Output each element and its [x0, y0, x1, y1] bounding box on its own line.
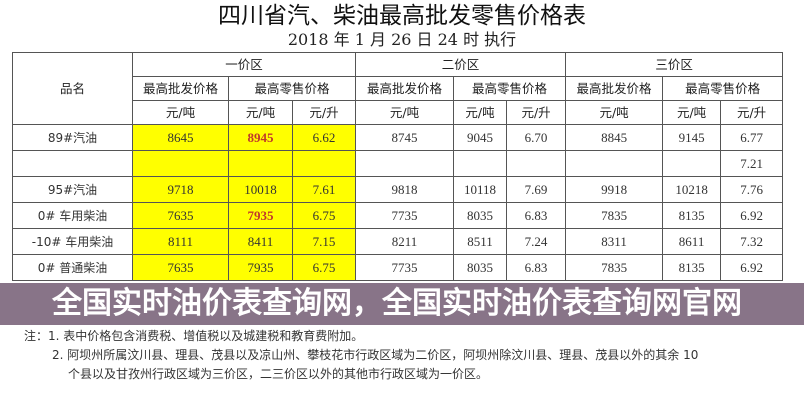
price-cell: [132, 150, 229, 177]
price-cell: 9718: [132, 176, 229, 203]
table-row: -10# 车用柴油 8111 8411 7.15 8211 8511 7.24 8311 861…: [12, 228, 784, 255]
unit-ton: 元/吨: [132, 100, 229, 125]
product-name: 89#汽油: [12, 124, 133, 151]
table-row: 0# 普通柴油 7635 7935 6.75 7735 8035 6.83 7835 8135 6…: [12, 254, 784, 281]
unit-ton: 元/吨: [355, 100, 455, 125]
product-name: -10# 车用柴油: [12, 228, 133, 255]
price-cell: 6.83: [506, 202, 567, 229]
price-cell: 8645: [132, 124, 229, 151]
price-cell: 8111: [132, 228, 229, 255]
price-cell: 7735: [355, 254, 455, 281]
price-cell: [453, 150, 508, 177]
unit-ton: 元/吨: [228, 100, 293, 125]
price-cell: 8311: [565, 228, 664, 255]
table-row: 89#汽油 8645 8945 6.62 8745 9045 6.70 8845 9145 6.7…: [12, 124, 784, 151]
note-2: 2. 阿坝州所属汶川县、理县、茂县以及凉山州、攀枝花市行政区域为二价区，阿坝州除…: [52, 348, 699, 362]
banner-text: 全国实时油价表查询网，全国实时油价表查询网官网: [52, 286, 742, 321]
price-cell: 8945: [228, 124, 293, 151]
price-cell: 8611: [662, 228, 722, 255]
header-zone-3: 三价区: [565, 52, 784, 77]
table-row: 7.21: [12, 150, 784, 177]
price-cell: 10018: [228, 176, 293, 203]
notes: 注：1. 表中价格包含消费税、增值税以及城建税和教育费附加。 2. 阿坝州所属汶…: [24, 327, 698, 384]
price-cell: 8411: [228, 228, 293, 255]
header-zone-1: 一价区: [131, 52, 357, 77]
price-cell: 7635: [132, 202, 229, 229]
price-cell: [228, 150, 293, 177]
unit-ton: 元/吨: [565, 100, 664, 125]
unit-liter: 元/升: [291, 100, 357, 125]
header-zone-2: 二价区: [355, 52, 567, 77]
price-cell: 10118: [453, 176, 508, 203]
price-cell: [355, 150, 455, 177]
document-title: 四川省汽、柴油最高批发零售价格表: [218, 3, 586, 29]
price-cell: 6.75: [291, 202, 357, 229]
overlay-banner: 全国实时油价表查询网，全国实时油价表查询网官网: [0, 283, 804, 325]
price-cell: 8745: [355, 124, 455, 151]
table-row: 0# 车用柴油 7635 7935 6.75 7735 8035 6.83 7835 8135 6…: [12, 202, 784, 229]
price-cell: 7935: [228, 202, 293, 229]
price-cell: 8845: [565, 124, 664, 151]
table-row: 95#汽油 9718 10018 7.61 9818 10118 7.69 9918 10218…: [12, 176, 784, 203]
header-retail: 最高零售价格: [453, 76, 567, 101]
price-cell: 8211: [355, 228, 455, 255]
price-cell: [662, 150, 722, 177]
price-cell: 7.61: [291, 176, 357, 203]
unit-ton: 元/吨: [662, 100, 722, 125]
product-name: 95#汽油: [12, 176, 133, 203]
price-cell: 10218: [662, 176, 722, 203]
note-1: 注：1. 表中价格包含消费税、增值税以及城建税和教育费附加。: [24, 329, 364, 343]
price-cell: 8035: [453, 202, 508, 229]
price-cell: 7.76: [720, 176, 784, 203]
price-cell: 9145: [662, 124, 722, 151]
unit-ton: 元/吨: [453, 100, 508, 125]
header-name: 品名: [12, 52, 133, 125]
price-cell: 7835: [565, 254, 664, 281]
product-name: [12, 150, 133, 177]
price-cell: 7.21: [720, 150, 784, 177]
price-cell: 7.32: [720, 228, 784, 255]
price-cell: 8135: [662, 202, 722, 229]
price-cell: 8035: [453, 254, 508, 281]
price-cell: 6.83: [506, 254, 567, 281]
price-cell: 7.69: [506, 176, 567, 203]
price-cell: 6.62: [291, 124, 357, 151]
price-cell: [565, 150, 664, 177]
header-wholesale: 最高批发价格: [565, 76, 664, 101]
document-subtitle: 2018 年 1 月 26 日 24 时 执行: [287, 30, 517, 49]
price-cell: 8135: [662, 254, 722, 281]
price-cell: 7735: [355, 202, 455, 229]
price-table: 品名 一价区 二价区 三价区 最高批发价格 最高零售价格 最高批发价格 最高零售…: [12, 52, 784, 281]
price-cell: 6.92: [720, 254, 784, 281]
unit-liter: 元/升: [720, 100, 784, 125]
header-retail: 最高零售价格: [662, 76, 784, 101]
price-cell: [506, 150, 567, 177]
header-retail: 最高零售价格: [227, 76, 357, 101]
price-cell: 6.92: [720, 202, 784, 229]
price-cell: [291, 150, 357, 177]
price-cell: 7635: [132, 254, 229, 281]
note-2-cont: 个县以及甘孜州行政区域为三价区，二三价区以外的其他市行政区域为一价区。: [68, 367, 489, 381]
price-cell: 7935: [228, 254, 293, 281]
price-cell: 8511: [453, 228, 508, 255]
price-cell: 6.70: [506, 124, 567, 151]
price-cell: 9045: [453, 124, 508, 151]
price-cell: 6.75: [291, 254, 357, 281]
price-cell: 6.77: [720, 124, 784, 151]
header-wholesale: 最高批发价格: [355, 76, 455, 101]
price-cell: 9818: [355, 176, 455, 203]
product-name: 0# 车用柴油: [12, 202, 133, 229]
product-name: 0# 普通柴油: [12, 254, 133, 281]
price-cell: 7835: [565, 202, 664, 229]
unit-liter: 元/升: [506, 100, 567, 125]
header-wholesale: 最高批发价格: [132, 76, 229, 101]
price-cell: 7.24: [506, 228, 567, 255]
price-cell: 9918: [565, 176, 664, 203]
price-cell: 7.15: [291, 228, 357, 255]
